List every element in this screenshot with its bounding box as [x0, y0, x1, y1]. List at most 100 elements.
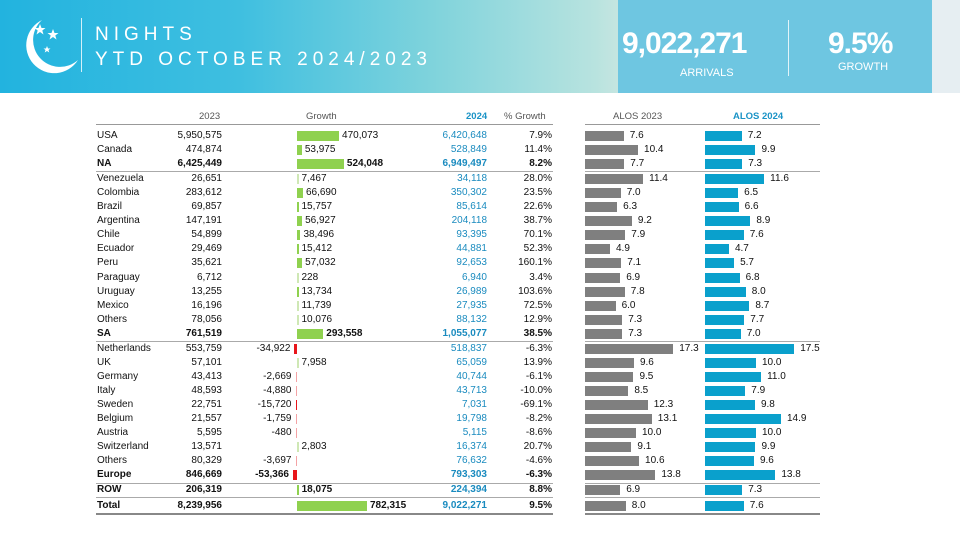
value-2024: 9,022,271: [442, 499, 488, 511]
pct-growth: -6.3%: [525, 342, 552, 354]
alos-2024-value: 7.2: [747, 130, 762, 141]
growth-bar-negative: [295, 414, 297, 424]
alos-2023-bar: [585, 456, 640, 467]
pct-growth: 13.9%: [523, 356, 552, 368]
header-strip: [932, 0, 960, 93]
alos-2023-value: 6.9: [626, 271, 641, 283]
pct-growth: 70.1%: [523, 229, 552, 241]
pct-growth: 11.4%: [524, 144, 552, 156]
growth-value: 11,739: [301, 299, 332, 311]
growth-value: 18,075: [301, 484, 333, 495]
alos-2024-bar: [705, 300, 750, 311]
value-2023: 553,759: [185, 342, 222, 354]
pct-growth: -69.1%: [520, 398, 552, 410]
growth-value: 470,073: [342, 130, 379, 141]
alos-2023-value: 7.0: [626, 186, 641, 198]
alos-2024-value: 7.6: [749, 499, 764, 511]
alos-2024-value: 4.7: [734, 243, 749, 255]
growth-bar: [297, 216, 303, 227]
value-2023: 846,669: [185, 469, 222, 481]
region-name: USA: [97, 130, 118, 141]
table-row: SA 761,519 293,558 1,055,077 38.5% 7.3 7.0: [0, 327, 960, 341]
value-2023: 761,519: [185, 327, 222, 339]
region-name: Austria: [97, 427, 129, 439]
value-2023: 8,239,956: [177, 499, 223, 511]
pct-growth: -6.3%: [525, 469, 552, 481]
alos-2023-value: 8.0: [631, 499, 646, 511]
region-name: Italy: [97, 384, 116, 396]
value-2024: 518,837: [450, 342, 487, 354]
region-name: Mexico: [97, 299, 129, 311]
alos-2023-bar: [585, 272, 621, 283]
growth-bar: [297, 300, 299, 311]
table-row: Peru 35,621 57,032 92,653 160.1% 7.1 5.7: [0, 256, 960, 270]
growth-bar: [297, 328, 324, 339]
alos-2023-bar: [585, 328, 623, 339]
growth-bar: [297, 357, 299, 368]
region-name: Brazil: [97, 201, 123, 212]
alos-2024-value: 14.9: [786, 413, 807, 424]
table-row: ROW 206,319 18,075 224,394 8.8% 6.9 7.3: [0, 483, 960, 497]
alos-2024-value: 7.6: [749, 229, 764, 241]
alos-2024-value: 7.7: [750, 313, 765, 325]
kpi-arrivals-value: 9,022,271: [622, 27, 747, 60]
region-name: Uruguay: [97, 285, 135, 297]
table-row: Germany 43,413 -2,669 40,744 -6.1% 9.5 11.0: [0, 370, 960, 384]
region-name: Argentina: [97, 215, 140, 227]
pct-growth: 22.6%: [523, 201, 552, 212]
alos-2024-bar: [705, 399, 755, 410]
alos-2023-bar: [585, 216, 632, 227]
value-2023: 35,621: [191, 257, 222, 269]
table-row: Others 80,329 -3,697 76,632 -4.6% 10.6 9.6: [0, 454, 960, 468]
growth-bar: [297, 187, 303, 198]
table-row: Others 78,056 10,076 88,132 12.9% 7.3 7.7: [0, 313, 960, 327]
region-name: Chile: [97, 229, 120, 241]
section-divider: [585, 512, 820, 515]
growth-value: 524,048: [346, 158, 384, 170]
kpi-divider: [788, 20, 789, 76]
alos-2024-bar: [705, 314, 745, 325]
alos-2023-bar: [585, 500, 626, 511]
growth-value: -4,880: [263, 384, 292, 396]
growth-value: 15,757: [301, 201, 333, 212]
alos-2024-value: 9.9: [761, 441, 776, 453]
alos-2023-value: 17.3: [679, 342, 699, 354]
value-2024: 7,031: [461, 398, 487, 410]
growth-value: 293,558: [326, 327, 363, 339]
alos-2023-value: 6.3: [623, 201, 638, 212]
alos-2023-value: 7.3: [628, 327, 643, 339]
region-name: Venezuela: [97, 172, 144, 184]
alos-2024-value: 6.8: [745, 271, 760, 283]
value-2024: 27,935: [456, 299, 487, 311]
growth-value: -480: [271, 427, 292, 439]
section-divider: [96, 497, 553, 499]
alos-2023-bar: [585, 357, 634, 368]
kpi-growth-label: GROWTH: [838, 61, 889, 73]
alos-2024-bar: [705, 258, 735, 269]
alos-2024-bar: [705, 272, 740, 283]
table-row: UK 57,101 7,958 65,059 13.9% 9.6 10.0: [0, 356, 960, 370]
growth-bar-negative: [293, 470, 297, 481]
value-2023: 6,425,449: [177, 158, 223, 170]
growth-value: -53,366: [255, 469, 289, 481]
value-2023: 43,413: [191, 370, 222, 382]
alos-2023-value: 13.8: [661, 469, 681, 481]
region-name: NA: [97, 158, 112, 170]
section-divider: [585, 482, 820, 484]
col-header-2023: 2023: [199, 111, 221, 122]
alos-2023-bar: [585, 244, 610, 255]
table-row: NA 6,425,449 524,048 6,949,497 8.2% 7.7 7.3: [0, 157, 960, 171]
alos-2023-bar: [585, 485, 621, 495]
alos-2023-bar: [585, 428, 636, 439]
alos-2023-bar: [585, 187, 621, 198]
alos-2024-value: 8.9: [756, 215, 771, 227]
region-name: Ecuador: [97, 243, 135, 255]
alos-2023-value: 9.5: [639, 370, 654, 382]
growth-bar: [297, 145, 302, 156]
growth-value: 228: [301, 271, 319, 283]
alos-2023-value: 7.9: [631, 229, 646, 241]
growth-value: 13,734: [301, 285, 333, 297]
region-name: Netherlands: [97, 342, 151, 354]
value-2024: 93,395: [456, 229, 487, 241]
growth-value: -34,922: [256, 342, 291, 354]
